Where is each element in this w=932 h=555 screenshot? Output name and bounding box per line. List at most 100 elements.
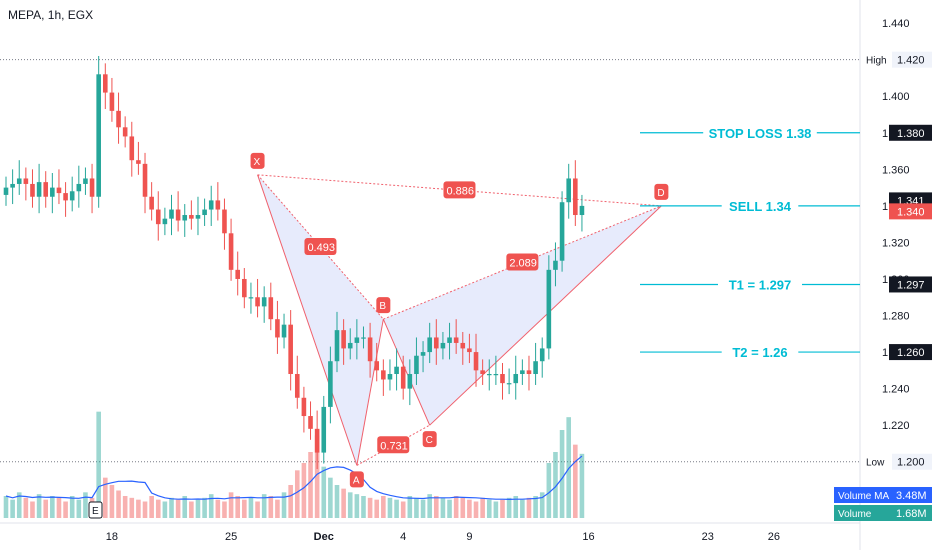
volume-legend-bg (834, 487, 890, 503)
low-value-bg (892, 453, 932, 470)
candle (122, 127, 128, 137)
candle (76, 183, 82, 192)
candle (275, 319, 280, 338)
price-tag (889, 203, 932, 220)
candle (361, 337, 366, 339)
candle (10, 183, 15, 188)
volume-bar (208, 494, 214, 518)
price-tag-label: 1.260 (897, 347, 925, 359)
ratio-label: 0.886 (446, 185, 474, 197)
volume-bar (400, 501, 406, 518)
candle (89, 178, 95, 197)
candle (513, 374, 519, 384)
volume-legend-label: Volume MA (838, 491, 889, 502)
high-label: High (866, 56, 887, 67)
price-tag-label: 1.340 (897, 206, 925, 218)
candle (294, 374, 300, 398)
candle (268, 297, 274, 320)
volume-bar (467, 499, 472, 518)
candle (520, 370, 525, 375)
pattern-point-label: C (426, 435, 433, 446)
candle (50, 187, 55, 197)
high-value: 1.420 (897, 55, 925, 67)
volume-bar (301, 463, 307, 518)
candle (467, 348, 472, 353)
candle (321, 406, 327, 453)
candle (559, 202, 565, 261)
volume-bar (129, 497, 135, 518)
high-value-bg (892, 51, 932, 68)
volume-bar (109, 485, 115, 518)
candle (440, 342, 446, 349)
candle (347, 342, 353, 349)
annotation-bg (721, 196, 799, 215)
volume-bar (175, 499, 181, 518)
volume-bar (553, 452, 558, 518)
candle (308, 416, 313, 429)
volume-ma-line (5, 455, 583, 501)
ratio-label: 2.089 (509, 258, 537, 270)
x-tick-label: 26 (768, 531, 780, 543)
candle (334, 330, 340, 362)
candle (400, 366, 406, 389)
volume-bar (136, 499, 141, 518)
ratio-badge (506, 253, 539, 271)
candle (460, 342, 466, 349)
pattern-point-a (349, 471, 364, 488)
volume-legend-bg (834, 505, 890, 521)
volume-bar (354, 494, 360, 518)
volume-bar (427, 494, 432, 518)
volume-bar (434, 496, 439, 518)
candle (387, 374, 393, 380)
candle (261, 297, 267, 307)
candle (83, 178, 88, 184)
volume-bar (76, 499, 82, 518)
volume-bar (69, 496, 75, 518)
volume-bar (122, 496, 128, 518)
volume-bar (480, 497, 485, 518)
pattern-point-label: A (353, 475, 360, 486)
candle (36, 182, 42, 197)
ratio-badge (304, 238, 337, 255)
annotation-bg (703, 123, 817, 142)
candle (228, 233, 234, 270)
candle (553, 260, 558, 270)
candle (162, 218, 168, 225)
volume-bar (103, 477, 108, 518)
candle (579, 205, 585, 216)
candle (493, 374, 499, 376)
volume-bar (222, 501, 227, 518)
x-tick-label: 23 (702, 531, 714, 543)
event-marker[interactable] (88, 501, 103, 519)
volume-bar (328, 477, 333, 518)
volume-bar (56, 497, 62, 518)
pattern-triangle-bcd (383, 205, 662, 426)
x-tick-label: Dec (314, 531, 334, 543)
volume-legend-value-bg (890, 505, 932, 521)
volume-bar (334, 485, 340, 518)
volume-legend-label: Volume (838, 509, 872, 520)
candle (169, 209, 174, 219)
candle (314, 428, 320, 453)
candle (367, 337, 373, 362)
symbol-title: MEPA, 1h, EGX (8, 8, 94, 22)
event-marker-label: E (92, 506, 99, 517)
volume-bar (308, 452, 313, 518)
volume-bar (414, 497, 419, 518)
volume-bar (116, 490, 121, 518)
volume-bar (506, 497, 512, 518)
volume-bar (43, 499, 49, 518)
volume-bar (242, 499, 247, 518)
pattern-point-d (654, 183, 669, 200)
volume-bar (341, 488, 346, 518)
candle (281, 324, 287, 338)
candle (129, 136, 135, 161)
candle (182, 215, 188, 221)
volume-bar (440, 497, 446, 518)
pattern-point-b (376, 297, 391, 314)
annotation-label: SELL 1.34 (729, 199, 792, 214)
volume-bar (387, 497, 393, 518)
pattern-leg (257, 174, 358, 466)
